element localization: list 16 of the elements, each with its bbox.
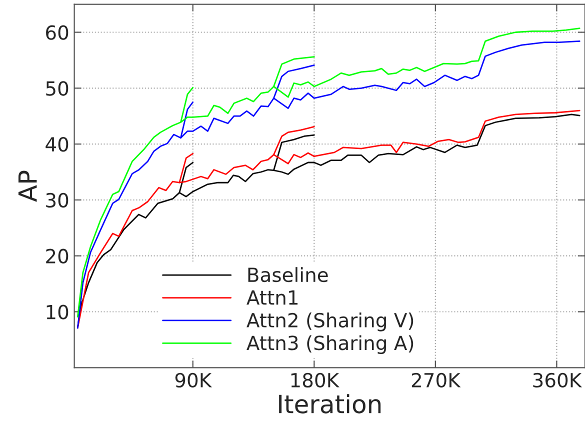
legend-label: Attn3 (Sharing A) — [246, 335, 414, 354]
x-tick-label: 90K — [175, 372, 212, 388]
legend-label: Attn1 — [246, 290, 298, 305]
y-axis-title: AP — [18, 170, 37, 202]
x-tick-label: 270K — [412, 372, 461, 388]
y-tick-label: 30 — [46, 192, 68, 208]
legend-label: Attn2 (Sharing V) — [246, 312, 414, 332]
y-tick-label: 20 — [46, 248, 68, 264]
y-tick-label: 60 — [46, 25, 68, 40]
x-axis-title: Iteration — [279, 394, 381, 414]
y-tick-label: 50 — [46, 81, 68, 96]
x-tick-label: 360K — [533, 372, 582, 388]
y-tick-label: 40 — [46, 137, 68, 152]
y-tick-label: 10 — [46, 304, 68, 320]
legend-label: Baseline — [248, 267, 328, 282]
x-tick-label: 180K — [291, 372, 340, 388]
